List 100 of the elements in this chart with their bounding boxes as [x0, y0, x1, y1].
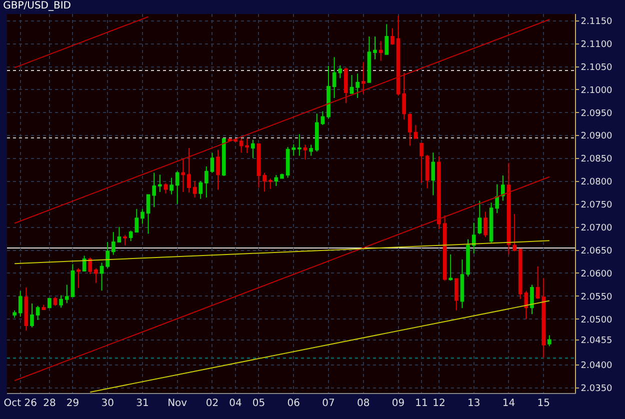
- candlestick: [251, 139, 255, 159]
- candlestick: [158, 174, 162, 193]
- y-tick-label: 2.1100: [580, 40, 613, 50]
- candlestick: [431, 152, 436, 196]
- candlestick: [292, 144, 296, 156]
- x-tick-label: 04: [229, 398, 242, 409]
- candlestick: [36, 305, 40, 321]
- candlestick: [484, 211, 488, 238]
- x-tick-label: 29: [66, 398, 80, 409]
- candlestick: [542, 278, 546, 358]
- candlestick: [64, 284, 69, 304]
- candlestick: [76, 268, 80, 288]
- candlestick: [373, 36, 377, 60]
- y-tick-label: 2.1000: [580, 86, 613, 96]
- candlestick: [88, 257, 92, 275]
- candlestick: [350, 74, 354, 94]
- candlestick: [286, 146, 290, 178]
- candlestick: [146, 194, 150, 234]
- candlestick: [530, 284, 534, 315]
- candlestick: [298, 134, 302, 156]
- candlestick: [192, 180, 197, 198]
- y-tick-label: 2.0700: [580, 224, 613, 234]
- candlestick: [18, 290, 22, 317]
- x-tick-label: 07: [322, 398, 335, 409]
- candlestick: [181, 158, 186, 193]
- x-tick-label: 09: [392, 398, 405, 409]
- y-tick-label: 2.1050: [580, 62, 613, 73]
- candlestick: [506, 162, 511, 255]
- candlestick: [262, 172, 266, 192]
- x-tick-label: 13: [467, 398, 480, 409]
- candlestick: [303, 144, 308, 160]
- x-tick-label: 02: [206, 398, 219, 409]
- candlestick: [356, 73, 360, 98]
- x-tick-label: 30: [101, 398, 114, 409]
- y-tick-label: 2.0400: [580, 361, 613, 372]
- candlestick: [437, 156, 441, 230]
- candlestick: [187, 147, 191, 193]
- candlestick: [361, 62, 366, 94]
- candlestick: [12, 310, 16, 318]
- candlestick: [117, 226, 122, 243]
- candlestick: [30, 303, 34, 328]
- candlestick: [123, 234, 127, 246]
- candlestick: [396, 15, 400, 96]
- y-tick-label: 2.0650: [580, 246, 613, 256]
- candlestick: [414, 124, 418, 139]
- candlestick: [448, 254, 453, 282]
- y-tick-label: 2.0600: [580, 269, 613, 280]
- candlestick: [460, 258, 464, 309]
- candlestick: [152, 172, 156, 208]
- candlestick: [170, 177, 174, 195]
- candlestick: [274, 174, 278, 187]
- candlestick: [489, 202, 494, 243]
- candlestick: [472, 222, 476, 254]
- x-tick-label: 14: [502, 398, 516, 409]
- candlestick: [100, 262, 104, 292]
- candlestick: [500, 175, 505, 202]
- candlestick: [70, 264, 75, 298]
- y-tick-label: 2.0455: [580, 336, 612, 346]
- candlestick: [332, 56, 336, 98]
- candlestick: [425, 154, 430, 189]
- candlestick: [42, 304, 46, 310]
- candlestick: [309, 144, 313, 156]
- candlestick: [478, 200, 482, 235]
- candlestick: [326, 65, 330, 120]
- x-tick-label: 12: [432, 398, 446, 409]
- candlestick: [314, 113, 319, 152]
- candlestick: [420, 142, 424, 184]
- candlestick: [82, 255, 86, 272]
- candlestick: [454, 278, 458, 311]
- candlestick: [367, 36, 372, 83]
- candlestick: [198, 180, 203, 200]
- candlestick: [442, 214, 447, 282]
- x-tick-label: Nov: [168, 398, 188, 409]
- candlestick: [344, 67, 348, 104]
- candlestick: [548, 334, 552, 347]
- candlestick: [140, 208, 144, 224]
- candlestick: [210, 152, 214, 174]
- candlestick: [48, 298, 52, 309]
- candlestick: [111, 231, 116, 256]
- candlestick: [256, 142, 261, 188]
- x-tick-label: 05: [252, 398, 266, 409]
- candlestick: [495, 184, 500, 214]
- x-tick-label: 15: [537, 398, 550, 409]
- x-tick-label: 31: [136, 398, 149, 409]
- candlestick: [536, 266, 540, 300]
- x-tick-label: 08: [357, 398, 370, 409]
- candlestick: [94, 268, 98, 284]
- candlestick: [408, 112, 412, 146]
- candlestick: [390, 28, 394, 46]
- candlestick: [175, 170, 180, 204]
- y-tick-label: 2.0950: [580, 108, 613, 119]
- y-tick-label: 2.0900: [580, 132, 613, 142]
- candlestick: [378, 40, 383, 62]
- candlestick: [466, 238, 470, 277]
- y-tick-label: 2.1150: [580, 17, 613, 28]
- candlestick: [338, 64, 342, 79]
- y-tick-label: 2.0850: [580, 154, 613, 165]
- candlestick: [59, 294, 63, 308]
- candlestick: [53, 296, 58, 306]
- y-tick-label: 2.0800: [580, 178, 613, 188]
